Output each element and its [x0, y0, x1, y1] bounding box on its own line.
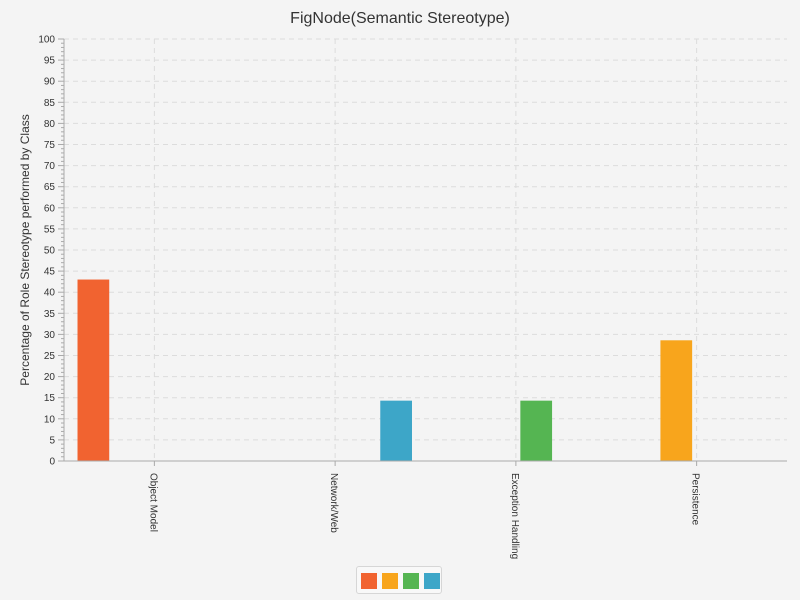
y-tick-label: 55	[44, 224, 56, 235]
y-tick-label: 85	[44, 98, 56, 109]
y-tick-label: 80	[44, 119, 56, 130]
bars-layer	[77, 279, 693, 461]
x-tick-label: Persistence	[690, 473, 701, 526]
bar	[380, 400, 412, 461]
y-tick-label: 95	[44, 56, 56, 67]
x-tick-label: Exception Handling	[509, 473, 520, 559]
bar	[77, 279, 110, 461]
y-tick-label: 50	[44, 246, 56, 257]
y-axis-label: Percentage of Role Stereotype performed …	[18, 114, 32, 385]
x-tick-label: Network/Web	[328, 473, 339, 533]
y-tick-label: 0	[49, 457, 55, 468]
y-tick-label: 35	[44, 309, 56, 320]
bar	[660, 340, 693, 461]
y-tick-label: 70	[44, 161, 56, 172]
legend-swatch	[424, 573, 440, 589]
y-tick-label: 5	[49, 435, 55, 446]
x-tick-label: Object Model	[147, 473, 158, 532]
legend-swatch	[403, 573, 419, 589]
legend-swatch	[361, 573, 377, 589]
legend	[356, 566, 442, 594]
axes-layer: 0 5 10 15 20 25 30 35 40 45 50 55 60 65 70 75 80 85 90 95 10…	[38, 35, 787, 559]
y-tick-label: 45	[44, 267, 56, 278]
y-tick-label: 75	[44, 140, 56, 151]
y-tick-label: 40	[44, 288, 56, 299]
grid-layer	[64, 38, 787, 461]
y-tick-label: 25	[44, 351, 56, 362]
y-tick-label: 100	[38, 35, 55, 46]
y-tick-label: 20	[44, 372, 56, 383]
bar	[520, 400, 553, 461]
y-tick-label: 90	[44, 77, 56, 88]
y-tick-label: 15	[44, 393, 56, 404]
y-tick-label: 10	[44, 414, 56, 425]
y-tick-label: 60	[44, 203, 56, 214]
y-tick-label: 65	[44, 182, 56, 193]
legend-swatch	[382, 573, 398, 589]
chart-title: FigNode(Semantic Stereotype)	[290, 10, 510, 27]
y-tick-label: 30	[44, 330, 56, 341]
